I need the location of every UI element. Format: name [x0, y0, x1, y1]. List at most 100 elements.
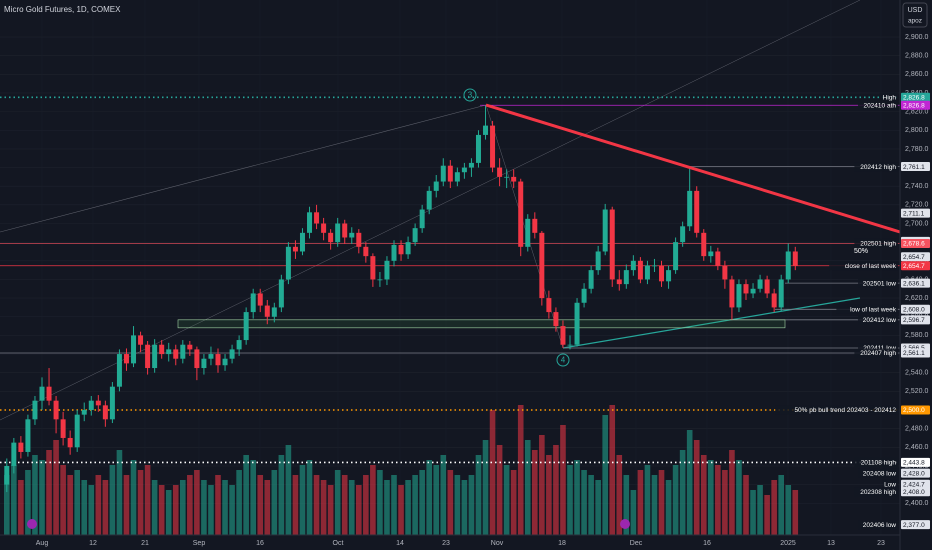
candle-body	[349, 232, 355, 238]
price-box-label: 2,424.7	[903, 481, 925, 488]
price-box	[901, 315, 930, 325]
candle-body	[785, 251, 791, 280]
currency[interactable]: USD	[908, 7, 923, 14]
volume-bar	[384, 480, 390, 535]
candle-body	[81, 409, 87, 415]
price-box-label: 2,500.0	[903, 407, 925, 414]
candle-body	[173, 349, 179, 359]
volume-bar	[532, 450, 538, 535]
volume-bar	[792, 490, 799, 535]
level-label: 202412 high	[860, 164, 896, 171]
volume-bar	[341, 475, 348, 535]
event-icon[interactable]	[620, 519, 630, 529]
price-labels: 2,826.8 High 2,826.8 202410 ath 2,761.1 20241…	[775, 92, 930, 530]
volume-bar	[539, 435, 545, 535]
volume-bar	[468, 475, 475, 535]
wave-marker	[463, 88, 477, 102]
currency-button[interactable]	[902, 2, 928, 28]
candle-body	[560, 326, 566, 345]
y-tick-label: 2,520.0	[905, 388, 928, 395]
candle-body	[764, 279, 770, 294]
level-label-bg	[858, 100, 898, 110]
candle-body	[680, 226, 686, 243]
volume-bar	[39, 460, 45, 535]
x-tick-label: Sep	[193, 540, 206, 547]
price-box-label: 2,761.1	[903, 164, 925, 171]
volume-bar	[187, 475, 193, 535]
volume-bar	[398, 485, 404, 535]
y-tick-label: 2,400.0	[905, 500, 928, 507]
candle-body	[750, 288, 756, 294]
candle-body	[222, 358, 228, 366]
candle-body	[243, 312, 249, 341]
candle-body	[145, 344, 151, 369]
volume-bar	[201, 480, 207, 535]
volume-bar	[81, 480, 88, 535]
volume-bar	[588, 475, 594, 535]
volume-bar	[595, 480, 601, 535]
price-box-label: 2,654.7	[903, 263, 925, 270]
volume-bar	[693, 440, 700, 535]
volume-bar	[4, 475, 10, 535]
volume-bar	[764, 495, 770, 535]
candle-body	[356, 232, 362, 247]
volume-bar	[475, 455, 482, 535]
candle-body	[792, 251, 798, 266]
level-label-bg	[854, 487, 898, 497]
support-line	[562, 297, 861, 349]
candle-body	[673, 242, 679, 271]
y-tick-label: 2,780.0	[905, 146, 928, 153]
price-box-label: 2,377.0	[903, 522, 925, 529]
volume-bar	[194, 470, 200, 535]
price-box	[901, 261, 930, 271]
candle-body	[623, 270, 629, 285]
candle-body	[321, 223, 327, 233]
candle-body	[729, 279, 735, 308]
volume-bar	[11, 465, 17, 535]
candle-body	[743, 284, 749, 294]
x-tick-label: Dec	[630, 540, 643, 547]
trend-line	[0, 104, 487, 233]
volume-bar	[180, 480, 186, 535]
price-box-label: 2,678.6	[903, 241, 925, 248]
x-tick-label: 23	[442, 540, 450, 547]
volume-bar	[215, 475, 221, 535]
volume-bar	[116, 450, 123, 535]
candle-body	[95, 400, 101, 406]
y-tick-label: 2,900.0	[905, 34, 928, 41]
price-box	[901, 479, 930, 489]
candle-body	[419, 209, 425, 229]
level-label: 202408 low	[863, 470, 897, 477]
volume-bar	[679, 450, 686, 535]
volume-bar	[74, 470, 80, 535]
y-tick-label: 2,860.0	[905, 71, 928, 78]
volume-bar	[581, 470, 587, 535]
volume-bar	[53, 440, 59, 535]
candle-body	[377, 279, 383, 281]
level-label-bg	[879, 92, 898, 102]
candle-body	[102, 405, 108, 420]
price-box-label: 2,561.1	[903, 350, 925, 357]
volume-bar	[292, 475, 299, 535]
level-label-bg	[858, 520, 898, 530]
volume-bar	[644, 465, 651, 535]
candle-body	[454, 172, 460, 182]
volume-bar	[503, 465, 510, 535]
volume-bar	[553, 445, 559, 535]
candle-body	[504, 176, 510, 178]
trend-line	[0, 0, 861, 421]
volume-bar	[32, 455, 38, 535]
candle-body	[616, 279, 622, 285]
level-label: 201108 high	[861, 460, 897, 467]
event-icon[interactable]	[27, 519, 37, 529]
candle-body	[715, 251, 721, 266]
price-box	[901, 468, 930, 478]
price-box-label: 2,408.0	[903, 489, 925, 496]
volume-bar	[510, 470, 517, 535]
volume-bar	[208, 485, 214, 535]
volume-bar	[426, 460, 432, 535]
level-label-bg	[854, 162, 898, 172]
volume-bar	[88, 485, 95, 535]
candle-body	[123, 354, 129, 364]
volume-bar	[306, 460, 313, 535]
